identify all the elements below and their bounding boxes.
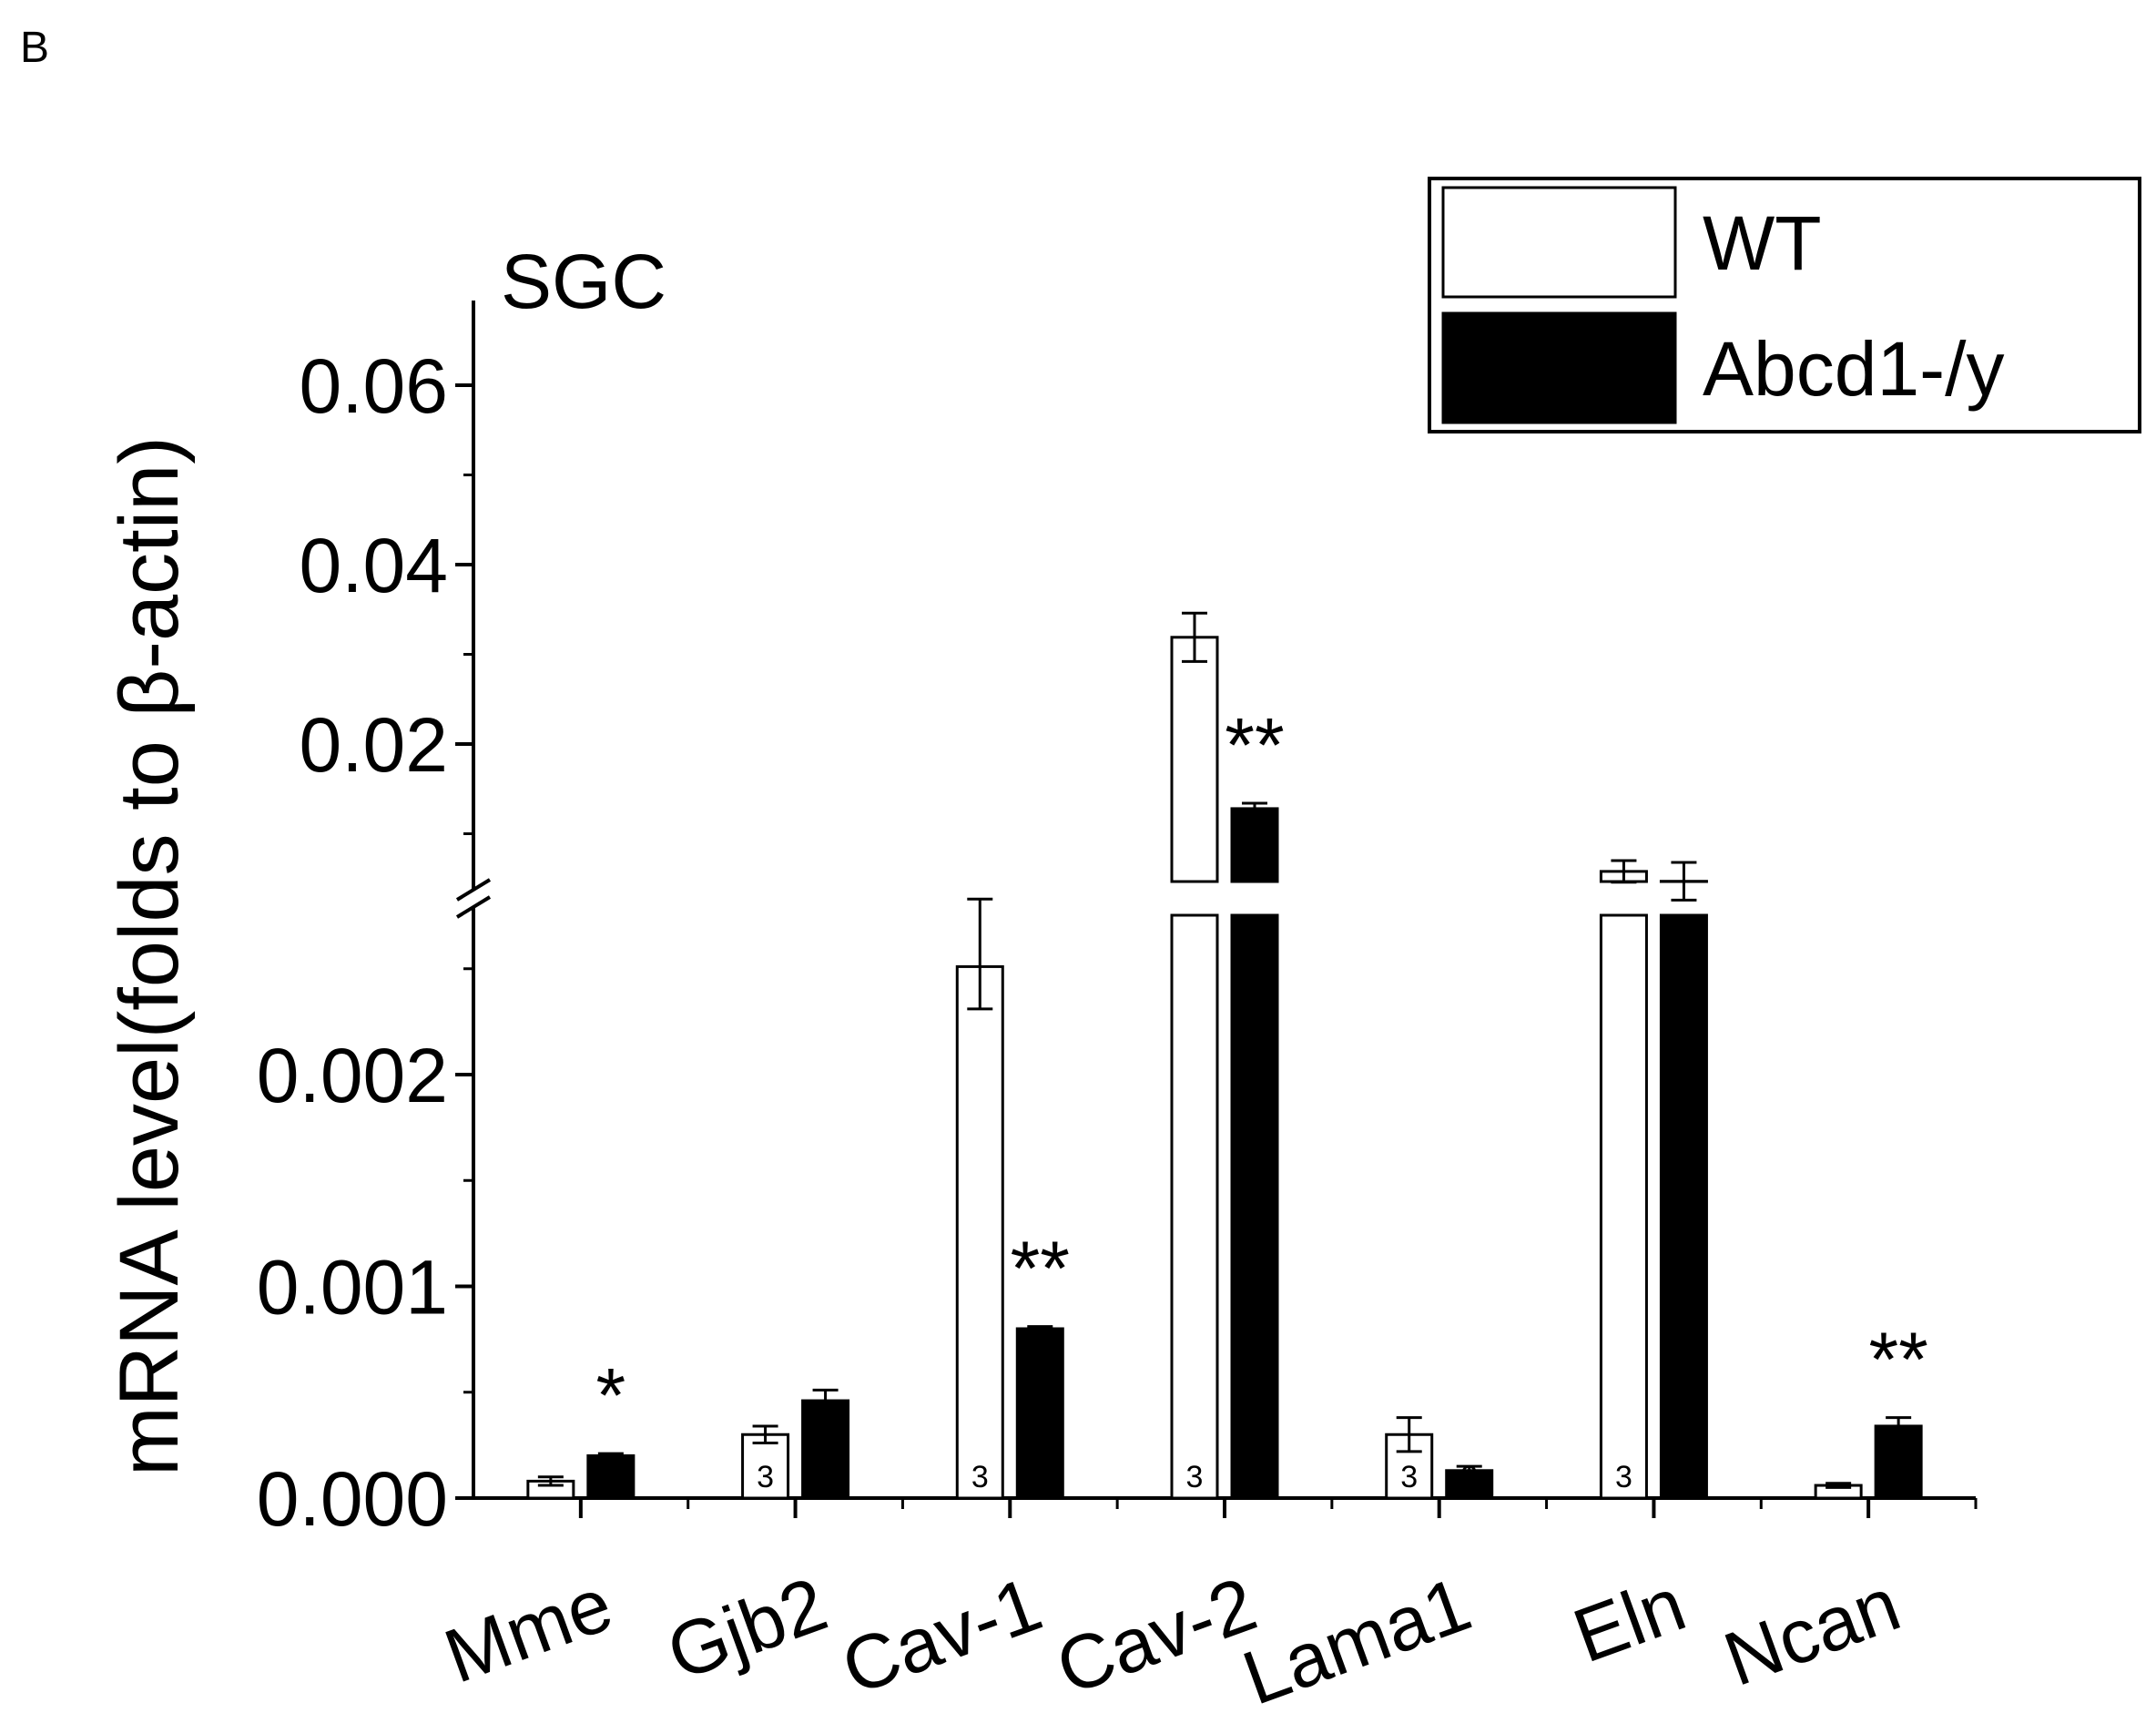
n-label: 3	[971, 1460, 989, 1494]
bar-abcd1y	[801, 1399, 850, 1500]
n-label: 3	[1460, 1460, 1478, 1494]
legend-label: Abcd1-/y	[1703, 326, 2005, 412]
n-label: 3	[1246, 1460, 1264, 1494]
n-label: 3	[1032, 1460, 1049, 1494]
x-tick-label: Gjb2	[656, 1561, 838, 1697]
y-tick-label: 0.000	[257, 1456, 448, 1542]
y-tick-label: 0.06	[300, 343, 449, 429]
y-tick-label: 0.002	[257, 1033, 448, 1118]
x-tick-label: Mme	[433, 1561, 623, 1699]
bar-wt	[741, 1433, 790, 1500]
significance-marker: **	[1225, 702, 1284, 788]
bar-abcd1y-lower	[1659, 913, 1708, 1500]
x-tick-label: Cav-2	[1045, 1561, 1266, 1711]
legend-swatch	[1441, 186, 1677, 299]
x-tick-label: Ncan	[1714, 1561, 1910, 1702]
bar-wt-upper	[1170, 636, 1219, 883]
bar-abcd1y	[586, 1454, 636, 1500]
n-label: 3	[1615, 1460, 1632, 1494]
y-tick-label: 0.04	[300, 523, 449, 608]
bars: * 3 3 3 3 ** 3 3 ** 3 3 3 3 **	[526, 611, 1928, 1500]
n-label: 3	[1400, 1460, 1418, 1494]
bar-wt-lower	[1170, 913, 1219, 1500]
bar-abcd1y-lower	[1230, 913, 1279, 1500]
x-tick-label: Eln	[1562, 1561, 1695, 1679]
significance-marker: *	[596, 1352, 626, 1438]
axis-break-mark	[455, 895, 492, 919]
panel-label: B	[20, 24, 49, 72]
x-tick-label: Cav-1	[831, 1561, 1053, 1711]
x-tick-label: Lama1	[1232, 1561, 1481, 1713]
significance-marker: **	[1011, 1226, 1070, 1311]
n-label: 3	[1675, 1460, 1693, 1494]
legend-label: WT	[1703, 200, 1822, 286]
axes: 0.02 0.04 0.06 0.000 0.001 0.002	[257, 301, 1978, 1542]
n-label: 3	[817, 1460, 834, 1494]
y-axis-label: mRNA level(folds to β-actin)	[103, 436, 196, 1476]
bar-abcd1y-upper	[1230, 807, 1279, 883]
y-tick-label: 0.001	[257, 1245, 448, 1331]
chart-title: SGC	[501, 239, 666, 324]
bar-abcd1y	[1015, 1327, 1064, 1500]
n-label: 3	[757, 1460, 774, 1494]
axis-break-mark	[455, 878, 492, 902]
n-label: 3	[1186, 1460, 1204, 1494]
significance-marker: **	[1868, 1317, 1927, 1402]
bar-wt-lower	[1599, 913, 1648, 1500]
legend: WT Abcd1-/y	[1428, 177, 2141, 433]
legend-swatch	[1441, 311, 1677, 424]
bar-wt	[955, 964, 1004, 1500]
y-tick-label: 0.02	[300, 702, 449, 788]
bar-abcd1y	[1874, 1424, 1923, 1500]
